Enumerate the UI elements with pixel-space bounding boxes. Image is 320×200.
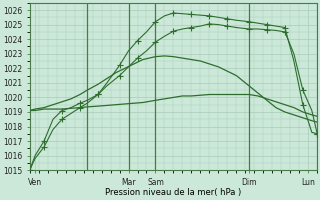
X-axis label: Pression niveau de la mer( hPa ): Pression niveau de la mer( hPa ) [105, 188, 242, 197]
